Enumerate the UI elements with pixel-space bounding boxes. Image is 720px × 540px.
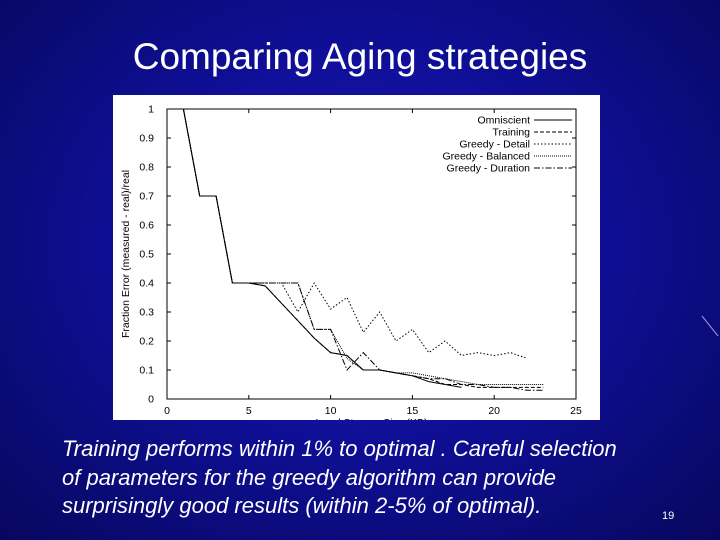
caption-line: surprisingly good results (within 2-5% o…: [62, 493, 542, 518]
x-tick-label: 25: [570, 405, 582, 417]
line-chart: 00.10.20.30.40.50.60.70.80.910510152025L…: [120, 104, 582, 421]
y-tick-label: 0.2: [139, 336, 154, 348]
caption: Training performs within 1% to optimal .…: [62, 435, 682, 521]
y-tick-label: 0.7: [139, 191, 154, 203]
y-tick-label: 0.8: [139, 162, 154, 174]
legend-label: Omniscient: [477, 115, 530, 127]
y-tick-label: 1: [148, 104, 154, 116]
y-tick-label: 0.6: [139, 220, 154, 232]
y-tick-label: 0.4: [139, 278, 154, 290]
x-axis-label: Local Storage Size (KB): [315, 417, 427, 420]
page-number: 19: [662, 510, 675, 522]
legend-label: Greedy - Balanced: [442, 151, 530, 163]
legend-label: Greedy - Detail: [459, 139, 530, 151]
x-tick-label: 20: [488, 405, 500, 417]
decorative-line: [701, 315, 719, 337]
y-tick-label: 0: [148, 394, 154, 406]
y-tick-label: 0.1: [139, 365, 154, 377]
series-line: [182, 108, 528, 359]
x-tick-label: 15: [407, 405, 419, 417]
y-tick-label: 0.9: [139, 133, 154, 145]
x-tick-label: 0: [164, 405, 170, 417]
caption-line: of parameters for the greedy algorithm c…: [62, 464, 557, 490]
y-axis-label: Fraction Error (measured - real)/real: [120, 170, 132, 338]
legend-label: Greedy - Duration: [447, 163, 531, 175]
chart-panel: 00.10.20.30.40.50.60.70.80.910510152025L…: [113, 95, 600, 420]
x-tick-label: 10: [325, 405, 337, 417]
series-line: [182, 108, 544, 391]
caption-line: Training performs within 1% to optimal .…: [62, 436, 617, 461]
x-tick-label: 5: [246, 405, 252, 417]
y-tick-label: 0.5: [139, 249, 154, 261]
y-tick-label: 0.3: [139, 307, 154, 319]
legend-label: Training: [492, 127, 530, 139]
slide-title: Comparing Aging strategies: [132, 36, 588, 77]
